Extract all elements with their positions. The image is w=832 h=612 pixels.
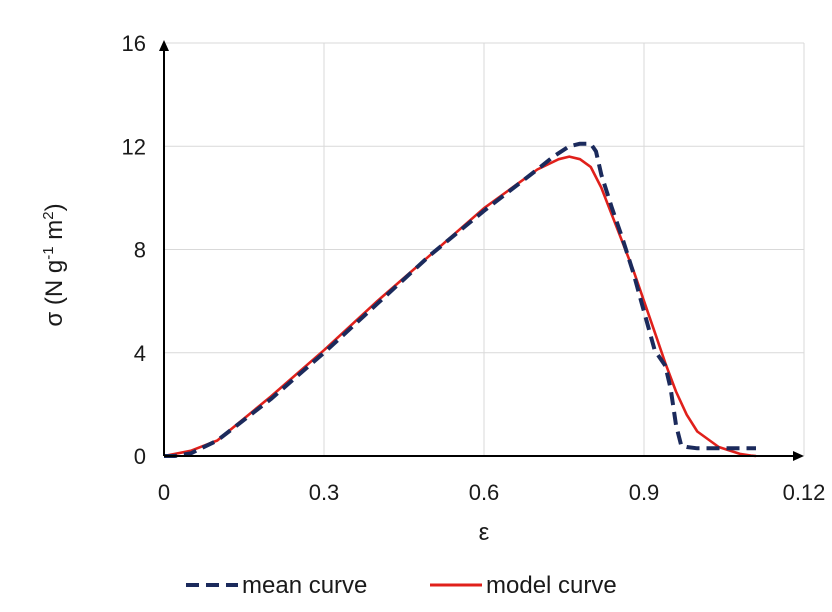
axes — [159, 40, 804, 461]
y-axis-title-part-3: ) — [41, 203, 68, 211]
series-layer — [163, 141, 757, 458]
y-tick-label: 16 — [122, 31, 146, 56]
legend-label-mean-curve: mean curve — [242, 572, 367, 599]
y-axis-title-part-2: m — [41, 220, 68, 247]
x-tick-labels: 0 0.3 0.6 0.9 0.12 — [158, 480, 826, 505]
grid — [164, 42, 805, 456]
x-tick-label: 0.12 — [783, 480, 826, 505]
legend-label-model-curve: model curve — [486, 572, 617, 599]
x-tick-label: 0.6 — [469, 480, 500, 505]
legend: mean curve model curve — [186, 572, 617, 599]
x-axis-arrow — [793, 451, 804, 461]
y-axis-title-part-1: σ (N g — [41, 260, 68, 327]
y-axis-title: σ (N g-1 m2) — [40, 203, 68, 326]
y-tick-label: 8 — [134, 238, 146, 263]
series-line-mean-curve — [164, 141, 756, 458]
y-axis-arrow — [159, 40, 169, 51]
y-axis-title-sup-1: -1 — [40, 246, 57, 259]
x-tick-label: 0 — [158, 480, 170, 505]
y-tick-labels: 0 4 8 12 16 — [122, 31, 146, 469]
y-tick-label: 0 — [134, 444, 146, 469]
y-axis-title-sup-2: 2 — [40, 211, 57, 219]
x-axis-title: ε — [479, 519, 490, 546]
x-tick-label: 0.9 — [629, 480, 660, 505]
y-tick-label: 12 — [122, 134, 146, 159]
x-tick-label: 0.3 — [309, 480, 340, 505]
y-tick-label: 4 — [134, 341, 146, 366]
